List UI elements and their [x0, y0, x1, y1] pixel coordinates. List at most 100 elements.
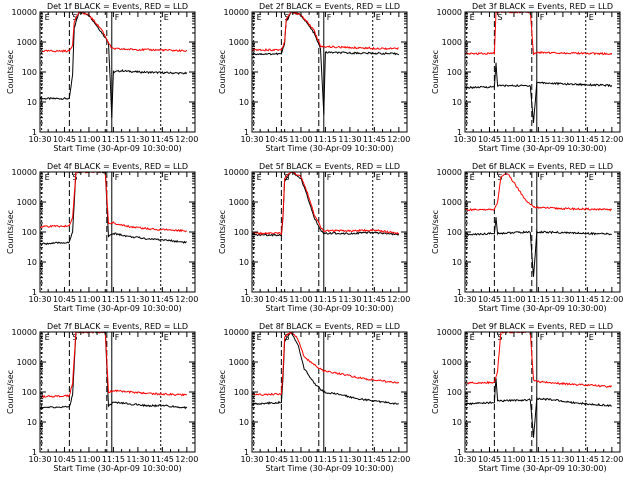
y-tick-label: 10000 — [437, 328, 462, 337]
x-axis-label: Start Time (30-Apr-09 10:30:00) — [53, 304, 181, 313]
x-tick-label: 11:30 — [126, 135, 149, 144]
events-trace — [40, 12, 188, 118]
x-tick-label: 11:45 — [151, 135, 174, 144]
y-tick-label: 10 — [452, 98, 462, 107]
x-tick-label: 10:45 — [53, 455, 76, 464]
y-axis-label: Counts/sec — [6, 370, 15, 414]
x-axis-label: Start Time (30-Apr-09 10:30:00) — [478, 464, 606, 473]
y-axis-label: Counts/sec — [218, 50, 227, 94]
y-tick-label: 10000 — [437, 168, 462, 177]
x-axis-label: Start Time (30-Apr-09 10:30:00) — [53, 464, 181, 473]
plot-frame — [251, 331, 408, 453]
lld-trace — [252, 172, 400, 236]
x-tick-label: 10:30 — [28, 455, 51, 464]
marker-label: E — [376, 173, 381, 182]
y-tick-label: 10000 — [437, 8, 462, 17]
x-tick-label: 10:45 — [265, 135, 288, 144]
lld-trace — [40, 332, 187, 399]
panel-title: Det 9f BLACK = Events, RED = LLD — [472, 322, 613, 331]
x-tick-label: 11:45 — [363, 135, 386, 144]
y-tick-label: 10000 — [12, 328, 37, 337]
x-tick-label: 12:00 — [175, 135, 198, 144]
x-tick-label: 10:30 — [28, 295, 51, 304]
lld-trace — [252, 12, 399, 52]
marker-label: S — [72, 173, 77, 182]
y-tick-label: 100 — [234, 68, 249, 77]
y-tick-label: 1 — [244, 448, 249, 457]
plot-frame — [464, 11, 621, 133]
y-tick-label: 1000 — [17, 198, 37, 207]
x-tick-label: 12:00 — [600, 135, 623, 144]
plot-frame — [464, 331, 621, 453]
panel-title: Det 4f BLACK = Events, RED = LLD — [47, 162, 188, 171]
x-axis-label: Start Time (30-Apr-09 10:30:00) — [265, 464, 393, 473]
y-tick-label: 1000 — [17, 38, 37, 47]
y-axis-label: Counts/sec — [431, 370, 440, 414]
marker-label: E — [164, 13, 169, 22]
y-axis-label: Counts/sec — [431, 50, 440, 94]
marker-label: F — [540, 333, 545, 342]
x-tick-label: 11:00 — [289, 135, 312, 144]
x-tick-label: 11:15 — [314, 455, 337, 464]
marker-label: F — [115, 173, 120, 182]
y-tick-label: 1 — [457, 448, 462, 457]
y-tick-label: 10 — [27, 98, 37, 107]
events-trace — [252, 172, 400, 237]
marker-label: S — [497, 13, 502, 22]
y-tick-label: 10000 — [12, 168, 37, 177]
x-axis-label: Start Time (30-Apr-09 10:30:00) — [53, 144, 181, 153]
y-tick-label: 100 — [447, 388, 462, 397]
y-tick-label: 100 — [22, 388, 37, 397]
x-tick-label: 11:00 — [77, 295, 100, 304]
marker-label: S — [497, 173, 502, 182]
x-tick-label: 10:30 — [240, 135, 263, 144]
y-tick-label: 100 — [234, 388, 249, 397]
marker-label: E — [164, 173, 169, 182]
y-tick-label: 10 — [452, 418, 462, 427]
x-tick-label: 11:30 — [338, 135, 361, 144]
x-tick-label: 12:00 — [175, 455, 198, 464]
marker-label: E — [45, 173, 50, 182]
x-tick-label: 11:30 — [551, 455, 574, 464]
x-tick-label: 12:00 — [387, 295, 410, 304]
marker-label: F — [327, 333, 332, 342]
x-tick-label: 12:00 — [387, 135, 410, 144]
y-tick-label: 1 — [32, 128, 37, 137]
y-tick-label: 1 — [32, 448, 37, 457]
events-trace — [252, 12, 400, 115]
x-tick-label: 11:00 — [502, 295, 525, 304]
x-tick-label: 11:00 — [289, 455, 312, 464]
y-tick-label: 1000 — [442, 198, 462, 207]
x-tick-label: 11:15 — [527, 455, 550, 464]
x-tick-label: 11:30 — [551, 135, 574, 144]
y-tick-label: 10 — [239, 418, 249, 427]
x-tick-label: 11:15 — [527, 135, 550, 144]
x-tick-label: 10:30 — [453, 455, 476, 464]
x-tick-label: 10:45 — [53, 135, 76, 144]
marker-label: F — [540, 13, 545, 22]
y-tick-label: 10 — [27, 258, 37, 267]
y-tick-label: 1 — [457, 128, 462, 137]
marker-label: E — [470, 173, 475, 182]
x-tick-label: 10:30 — [28, 135, 51, 144]
marker-label: E — [470, 333, 475, 342]
x-tick-label: 12:00 — [175, 295, 198, 304]
marker-label: E — [257, 333, 262, 342]
lld-trace — [40, 12, 188, 53]
y-tick-label: 10000 — [224, 168, 249, 177]
lld-trace — [465, 332, 613, 388]
y-tick-label: 1 — [244, 128, 249, 137]
y-tick-label: 1000 — [229, 358, 249, 367]
y-axis-label: Counts/sec — [431, 210, 440, 254]
panel-title: Det 2f BLACK = Events, RED = LLD — [259, 2, 400, 11]
x-axis-label: Start Time (30-Apr-09 10:30:00) — [478, 144, 606, 153]
panel-title: Det 3f BLACK = Events, RED = LLD — [472, 2, 613, 11]
x-tick-label: 11:45 — [576, 455, 599, 464]
events-trace — [465, 216, 612, 277]
x-tick-label: 10:45 — [478, 295, 501, 304]
y-tick-label: 10000 — [12, 8, 37, 17]
